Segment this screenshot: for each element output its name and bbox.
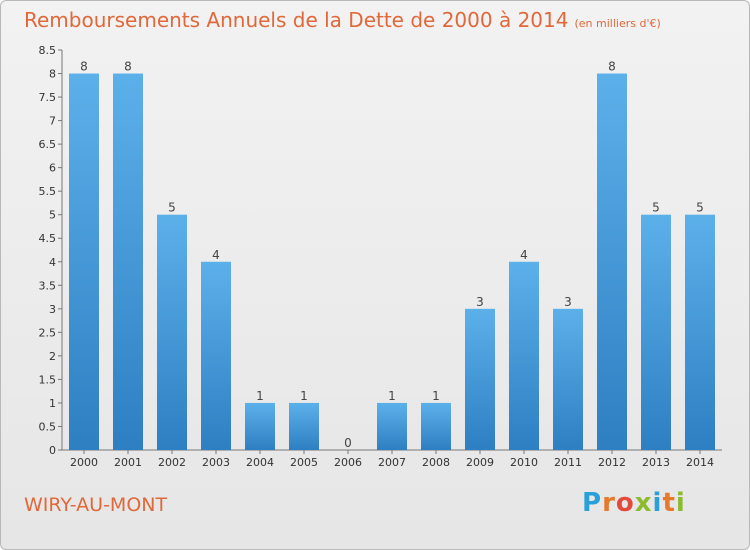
bar (201, 261, 231, 450)
data-label: 1 (256, 389, 264, 403)
logo-letter: i (652, 488, 663, 518)
data-label: 3 (564, 295, 572, 309)
x-tick-label: 2008 (422, 456, 450, 469)
x-axis: 2000 2001 2002 2003 2004 2005 2006 2007 2008 2009… (62, 449, 722, 469)
data-label: 3 (476, 295, 484, 309)
data-label: 5 (168, 201, 176, 215)
commune-name: WIRY-AU-MONT (24, 494, 168, 516)
bar (641, 214, 671, 450)
data-label: 1 (300, 389, 308, 403)
logo-letter: i (675, 488, 686, 518)
data-label: 0 (344, 436, 352, 450)
y-tick-label: 8 (49, 68, 56, 81)
logo-letter: x (634, 488, 653, 518)
data-label: 1 (432, 389, 440, 403)
data-label: 1 (388, 389, 396, 403)
x-tick-label: 2001 (114, 456, 142, 469)
x-tick-label: 2005 (290, 456, 318, 469)
y-tick-label: 4 (49, 256, 56, 269)
data-label: 5 (696, 201, 704, 215)
bar (377, 402, 407, 450)
x-tick-label: 2009 (466, 456, 494, 469)
bar (685, 214, 715, 450)
data-label: 4 (520, 248, 528, 262)
y-tick-label: 2.5 (39, 326, 57, 339)
x-tick-label: 2013 (642, 456, 670, 469)
chart-title-text: Remboursements Annuels de la Dette de 20… (24, 8, 569, 32)
bar (245, 402, 275, 450)
bar (553, 308, 583, 450)
bar (597, 73, 627, 450)
proxiti-logo: Proxiti (582, 488, 686, 518)
y-tick-label: 6.5 (39, 138, 57, 151)
bar (465, 308, 495, 450)
chart-title: Remboursements Annuels de la Dette de 20… (24, 8, 661, 32)
logo-letter: r (602, 488, 616, 518)
bars: 8 8 5 4 1 1 0 1 1 3 4 3 8 5 5 (69, 60, 715, 450)
x-tick-label: 2010 (510, 456, 538, 469)
x-tick-label: 2004 (246, 456, 274, 469)
x-tick-label: 2003 (202, 456, 230, 469)
data-label: 8 (80, 60, 88, 74)
y-tick-label: 8.5 (39, 44, 57, 57)
logo-letter: t (662, 488, 676, 518)
data-label: 5 (652, 201, 660, 215)
x-tick-label: 2011 (554, 456, 582, 469)
y-tick-label: 5.5 (39, 185, 57, 198)
x-tick-label: 2002 (158, 456, 186, 469)
x-tick-label: 2012 (598, 456, 626, 469)
y-axis: 0 0.5 1 1.5 2 2.5 3 3.5 4 4.5 5 5.5 6 6.5 7 7.5 8 8.5 (39, 44, 63, 457)
y-tick-label: 0.5 (39, 420, 57, 433)
y-tick-label: 1 (49, 397, 56, 410)
data-label: 4 (212, 248, 220, 262)
bar (113, 73, 143, 450)
bar (509, 261, 539, 450)
bar (421, 402, 451, 450)
y-tick-label: 3.5 (39, 279, 57, 292)
y-tick-label: 7 (49, 115, 56, 128)
logo-letter: o (615, 488, 635, 518)
bar (69, 73, 99, 450)
x-tick-label: 2014 (686, 456, 714, 469)
x-tick-label: 2006 (334, 456, 362, 469)
y-tick-label: 7.5 (39, 91, 57, 104)
x-tick-label: 2000 (70, 456, 98, 469)
x-tick-label: 2007 (378, 456, 406, 469)
chart-unit: (en milliers d'€) (574, 17, 661, 30)
bar (157, 214, 187, 450)
y-tick-label: 4.5 (39, 232, 57, 245)
y-tick-label: 3 (49, 303, 56, 316)
y-tick-label: 0 (49, 444, 56, 457)
y-tick-label: 1.5 (39, 373, 57, 386)
y-tick-label: 5 (49, 209, 56, 222)
y-tick-label: 2 (49, 350, 56, 363)
data-label: 8 (608, 60, 616, 74)
logo-letter: P (582, 488, 603, 518)
data-label: 8 (124, 60, 132, 74)
y-tick-label: 6 (49, 162, 56, 175)
bar (289, 402, 319, 450)
